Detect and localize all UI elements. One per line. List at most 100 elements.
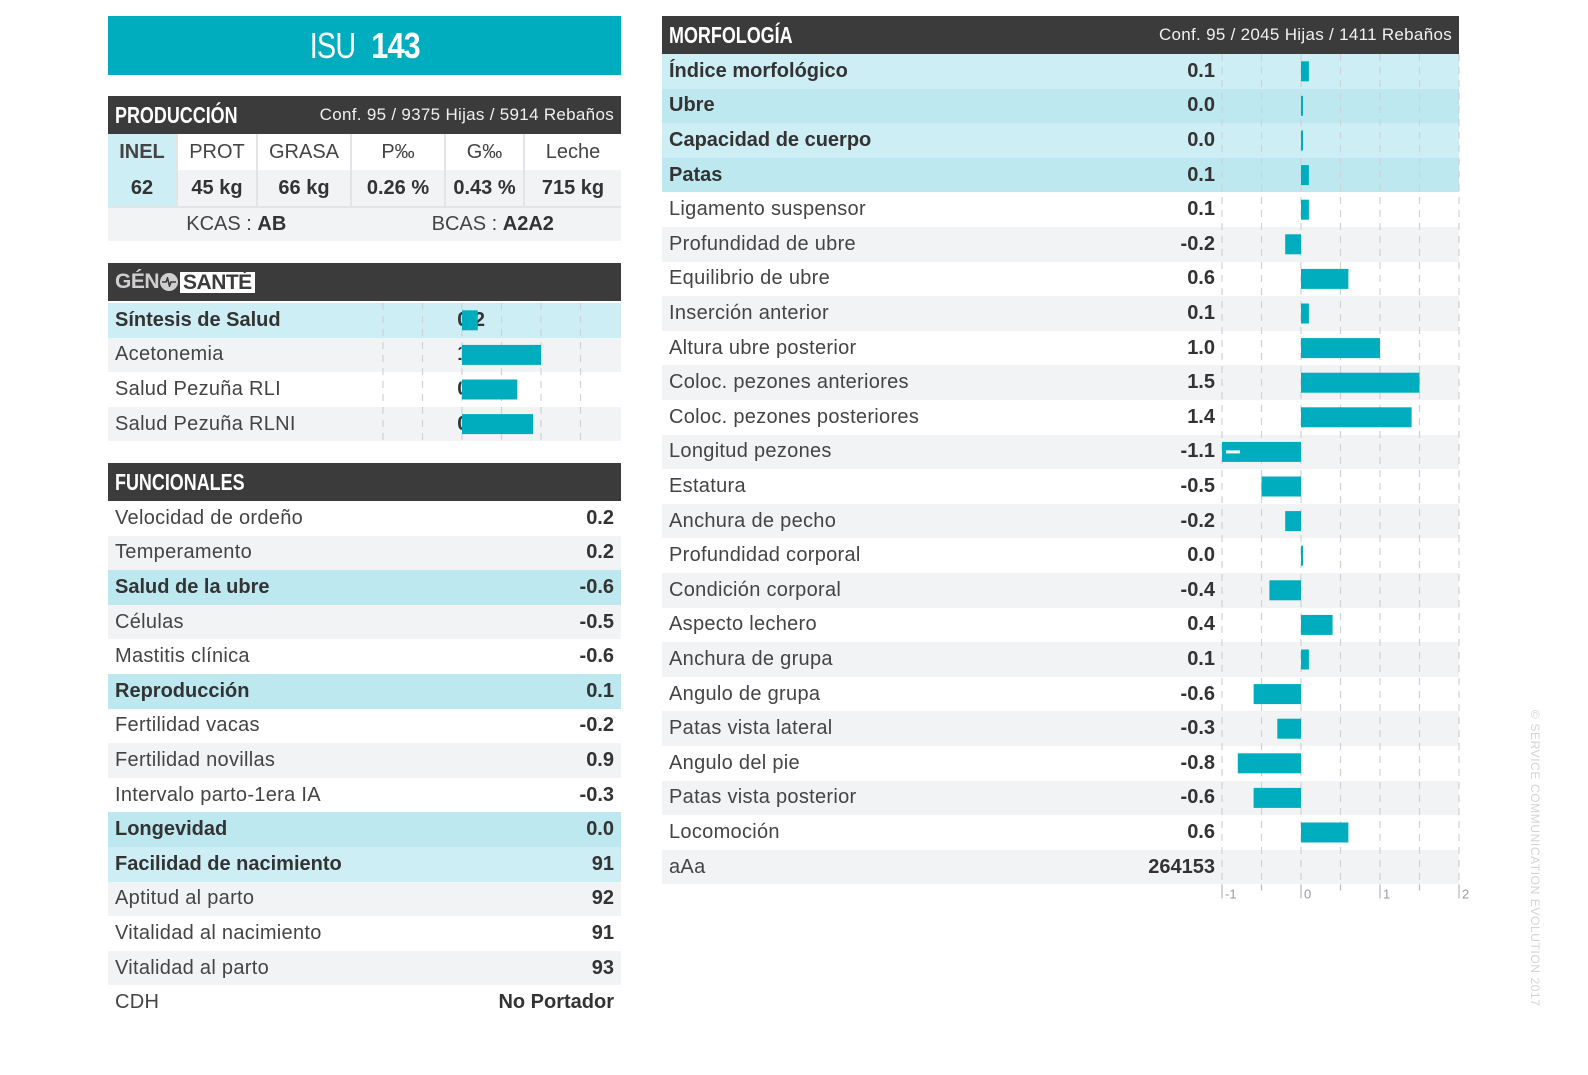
- produccion-col-value: 66 kg: [258, 170, 352, 206]
- item-value: 0.1: [1187, 198, 1215, 221]
- item-label: Acetonemia: [115, 343, 224, 366]
- list-item: Velocidad de ordeño 0.2: [108, 501, 621, 536]
- list-item: Índice morfológico 0.1: [662, 54, 1459, 89]
- item-label: Altura ubre posterior: [669, 336, 857, 359]
- item-label: Capacidad de cuerpo: [669, 128, 872, 151]
- item-label: Anchura de grupa: [669, 647, 833, 670]
- item-label: Fertilidad novillas: [115, 748, 276, 771]
- list-item: Patas 0.1: [662, 157, 1459, 193]
- title-prefix: ISU: [310, 24, 356, 66]
- item-value: 0.6: [1187, 820, 1215, 843]
- item-value: No Portador: [498, 991, 614, 1014]
- casein-row: KCAS : AB BCAS : A2A2: [108, 206, 621, 241]
- item-value: -1.1: [1180, 440, 1215, 463]
- list-item: Salud Pezuña RLI 0.7: [108, 372, 621, 407]
- list-item: Fertilidad vacas -0.2: [108, 708, 621, 744]
- item-label: Salud Pezuña RLI: [115, 377, 282, 400]
- produccion-meta: Conf. 95 / 9375 Hijas / 5914 Rebaños: [319, 105, 614, 124]
- item-value: -0.2: [579, 714, 614, 737]
- bcas-value: A2A2: [502, 213, 554, 235]
- list-item: aAa 264153: [662, 849, 1459, 885]
- list-item: Inserción anterior 0.1: [662, 296, 1459, 331]
- item-value: 0.1: [1187, 59, 1215, 82]
- list-item: CDH No Portador: [108, 985, 621, 1020]
- produccion-col-header: PROT: [178, 134, 258, 170]
- list-item: Capacidad de cuerpo 0.0: [662, 123, 1459, 158]
- item-value: -0.6: [579, 645, 614, 668]
- heartbeat-icon: [160, 273, 179, 291]
- list-item: Ligamento suspensor 0.1: [662, 192, 1459, 227]
- item-label: Facilidad de nacimiento: [115, 852, 342, 875]
- item-label: Equilibrio de ubre: [669, 267, 831, 290]
- item-label: Intervalo parto-1era IA: [115, 783, 321, 806]
- item-label: Longitud pezones: [669, 440, 832, 463]
- list-item: Ubre 0.0: [662, 88, 1459, 124]
- item-value: 0.4: [1187, 613, 1215, 636]
- item-value: 0.0: [586, 818, 614, 841]
- item-label: Patas vista lateral: [669, 717, 833, 740]
- item-value: -0.3: [579, 783, 614, 806]
- produccion-header: PRODUCCIÓN Conf. 95 / 9375 Hijas / 5914 …: [108, 96, 621, 134]
- item-label: Patas vista posterior: [669, 786, 857, 809]
- item-label: Mastitis clínica: [115, 645, 250, 668]
- list-item: Patas vista posterior -0.6: [662, 780, 1459, 816]
- list-item: Anchura de grupa 0.1: [662, 642, 1459, 677]
- morfologia-header: MORFOLOGÍA Conf. 95 / 2045 Hijas / 1411 …: [662, 16, 1459, 54]
- item-value: 0.6: [1187, 267, 1215, 290]
- item-value: 264153: [1148, 855, 1215, 878]
- genosante-header: GÉN SANTÉ: [108, 263, 621, 301]
- bcas-label: BCAS :: [431, 213, 503, 235]
- logo-geno-text: GÉN: [115, 270, 160, 293]
- list-item: Equilibrio de ubre 0.6: [662, 261, 1459, 297]
- list-item: Aptitud al parto 92: [108, 881, 621, 917]
- list-item: Anchura de pecho -0.2: [662, 503, 1459, 539]
- item-value: -0.5: [1180, 474, 1215, 497]
- item-value: -0.6: [579, 575, 614, 598]
- item-value: 0.7: [457, 377, 485, 400]
- item-label: Células: [115, 610, 184, 633]
- kcas-label: KCAS :: [186, 213, 258, 235]
- item-label: Inserción anterior: [669, 301, 829, 324]
- item-value: 0.0: [1187, 128, 1215, 151]
- produccion-col-header: GRASA: [258, 134, 352, 170]
- item-label: Aspecto lechero: [669, 613, 817, 636]
- produccion-col-value: 62: [108, 170, 178, 206]
- item-label: Patas: [669, 163, 723, 186]
- item-value: 0.9: [457, 412, 485, 435]
- item-label: Profundidad de ubre: [669, 232, 856, 255]
- item-value: 0.1: [1187, 163, 1215, 186]
- item-value: 91: [591, 921, 614, 944]
- list-item: Aspecto lechero 0.4: [662, 607, 1459, 643]
- item-label: Fertilidad vacas: [115, 714, 260, 737]
- list-item: Patas vista lateral -0.3: [662, 711, 1459, 746]
- item-label: Ubre: [669, 94, 715, 117]
- item-label: Anchura de pecho: [669, 509, 837, 532]
- genosante-logo: GÉN SANTÉ: [115, 270, 255, 294]
- item-label: Salud de la ubre: [115, 575, 270, 598]
- item-label: Profundidad corporal: [669, 544, 861, 567]
- list-item: Intervalo parto-1era IA -0.3: [108, 777, 621, 813]
- item-value: 1.0: [1187, 336, 1215, 359]
- item-label: Longevidad: [115, 818, 228, 841]
- list-item: Células -0.5: [108, 604, 621, 640]
- item-value: 0.1: [586, 679, 614, 702]
- item-value: 0.0: [1187, 94, 1215, 117]
- item-value: 0.9: [586, 748, 614, 771]
- funcionales-header: FUNCIONALES: [108, 463, 621, 501]
- item-value: 1.4: [1187, 405, 1215, 428]
- item-value: 1.0: [457, 343, 485, 366]
- item-label: Angulo de grupa: [669, 682, 821, 705]
- item-label: Coloc. pezones anteriores: [669, 371, 909, 394]
- item-value: -0.5: [579, 610, 614, 633]
- produccion-col-header: P‰: [352, 134, 446, 170]
- list-item: Fertilidad novillas 0.9: [108, 743, 621, 778]
- item-value: 93: [591, 956, 614, 979]
- title-value: 143: [371, 24, 421, 66]
- produccion-col-header: G‰: [446, 134, 525, 170]
- produccion-col-value: 715 kg: [525, 170, 621, 206]
- item-label: Condición corporal: [669, 578, 842, 601]
- kcas: KCAS : AB: [108, 213, 365, 236]
- item-value: 0.1: [1187, 647, 1215, 670]
- item-value: -0.2: [1180, 232, 1215, 255]
- list-item: Estatura -0.5: [662, 469, 1459, 504]
